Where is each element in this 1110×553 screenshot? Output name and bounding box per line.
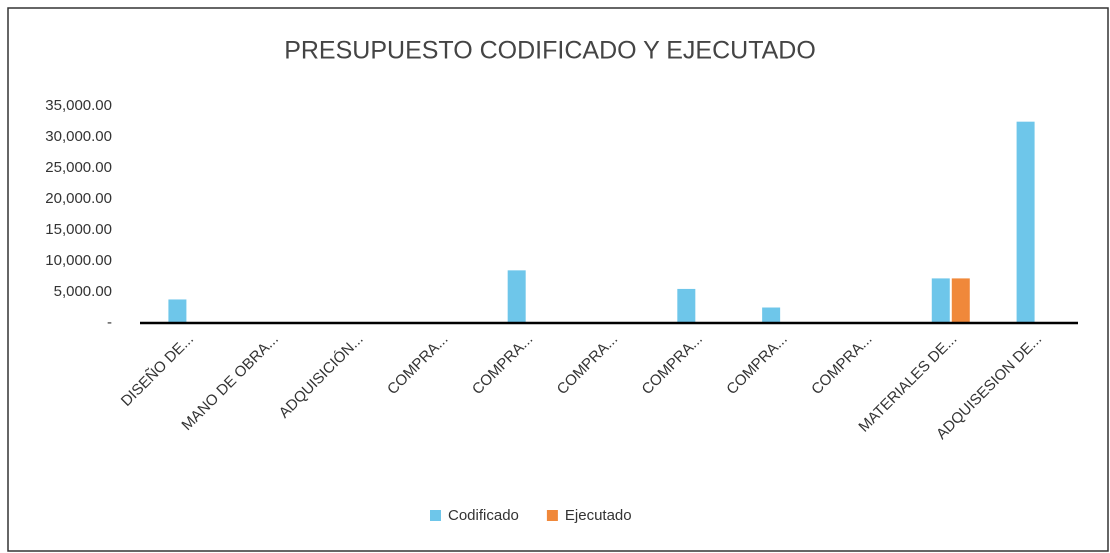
y-tick-label: 20,000.00: [45, 190, 112, 207]
y-tick-label: 5,000.00: [54, 283, 112, 300]
legend-swatch: [546, 510, 558, 521]
y-tick-label: 15,000.00: [45, 221, 112, 238]
legend-label: Ejecutado: [565, 507, 632, 524]
y-tick-label: 10,000.00: [45, 252, 112, 269]
bar: [951, 278, 970, 323]
bar: [168, 299, 187, 323]
bar: [762, 307, 781, 323]
chart-title: PRESUPUESTO CODIFICADO Y EJECUTADO: [284, 37, 816, 65]
y-tick-label: 25,000.00: [45, 159, 112, 176]
chart-frame: [7, 7, 1109, 552]
legend-swatch: [430, 510, 441, 521]
legend-label: Codificado: [448, 507, 519, 524]
y-tick-label: 30,000.00: [45, 128, 112, 145]
bar: [507, 270, 526, 323]
bar: [931, 278, 950, 323]
bar: [677, 288, 696, 323]
bar: [1016, 121, 1035, 323]
y-tick-label: -: [107, 314, 112, 331]
y-tick-label: 35,000.00: [45, 97, 112, 114]
